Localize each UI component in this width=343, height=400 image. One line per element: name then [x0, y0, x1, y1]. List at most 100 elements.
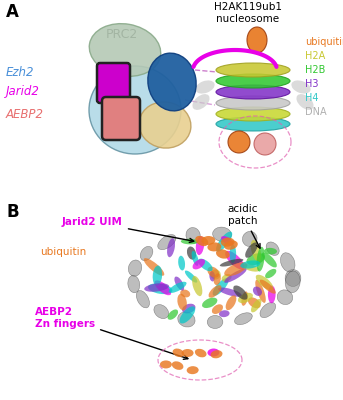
Ellipse shape [148, 53, 196, 111]
Ellipse shape [160, 360, 172, 368]
Ellipse shape [251, 240, 261, 262]
Ellipse shape [212, 304, 223, 314]
Ellipse shape [196, 80, 215, 94]
Ellipse shape [179, 306, 195, 324]
Ellipse shape [154, 304, 169, 318]
Ellipse shape [216, 74, 290, 88]
Ellipse shape [246, 253, 265, 265]
Text: AEBP2: AEBP2 [6, 108, 44, 122]
Ellipse shape [285, 270, 301, 286]
Ellipse shape [264, 248, 277, 254]
Ellipse shape [182, 304, 196, 314]
Ellipse shape [254, 133, 276, 155]
Ellipse shape [192, 276, 202, 296]
Text: A: A [6, 3, 19, 21]
Ellipse shape [185, 270, 197, 283]
Ellipse shape [187, 366, 199, 374]
Ellipse shape [144, 258, 164, 276]
Ellipse shape [233, 286, 248, 300]
Ellipse shape [216, 232, 232, 252]
Text: ubiquitin: ubiquitin [40, 247, 86, 257]
Ellipse shape [228, 131, 250, 153]
Ellipse shape [241, 292, 248, 306]
Text: Jarid2 UIM: Jarid2 UIM [62, 217, 194, 242]
Ellipse shape [202, 298, 217, 308]
Ellipse shape [216, 249, 230, 259]
Ellipse shape [210, 270, 221, 280]
Ellipse shape [139, 102, 191, 148]
Ellipse shape [181, 239, 198, 244]
Ellipse shape [256, 275, 273, 290]
Ellipse shape [240, 260, 260, 269]
Ellipse shape [211, 350, 223, 358]
Ellipse shape [248, 298, 261, 308]
Ellipse shape [238, 293, 253, 303]
Ellipse shape [196, 236, 204, 255]
Ellipse shape [220, 259, 243, 266]
Ellipse shape [216, 96, 290, 110]
Text: DNA: DNA [305, 107, 327, 117]
Ellipse shape [268, 286, 275, 303]
Ellipse shape [187, 246, 196, 260]
Ellipse shape [140, 246, 153, 261]
Text: AEBP2
Zn fingers: AEBP2 Zn fingers [35, 307, 188, 359]
Ellipse shape [247, 27, 267, 53]
Ellipse shape [224, 262, 247, 276]
Ellipse shape [198, 259, 213, 271]
Ellipse shape [257, 247, 264, 272]
Ellipse shape [167, 310, 178, 320]
Ellipse shape [225, 251, 245, 270]
Text: B: B [6, 203, 19, 221]
Ellipse shape [208, 267, 219, 278]
Ellipse shape [277, 290, 293, 304]
Text: acidic
patch: acidic patch [228, 204, 260, 248]
Ellipse shape [89, 24, 161, 76]
Ellipse shape [235, 313, 252, 325]
Ellipse shape [281, 253, 295, 272]
Ellipse shape [209, 271, 215, 282]
Ellipse shape [181, 349, 193, 357]
Ellipse shape [180, 290, 190, 298]
Ellipse shape [285, 271, 300, 293]
Ellipse shape [148, 284, 173, 294]
Ellipse shape [296, 94, 314, 110]
Ellipse shape [260, 302, 276, 318]
Ellipse shape [169, 282, 187, 293]
Ellipse shape [207, 316, 223, 328]
Ellipse shape [192, 251, 199, 266]
Ellipse shape [229, 245, 236, 263]
Text: H2A: H2A [305, 51, 325, 61]
Ellipse shape [251, 299, 261, 312]
Ellipse shape [154, 280, 171, 295]
Text: PRC2: PRC2 [106, 28, 138, 41]
Ellipse shape [192, 259, 205, 269]
Ellipse shape [158, 234, 176, 250]
FancyBboxPatch shape [102, 97, 140, 140]
Text: H4: H4 [305, 93, 319, 103]
Ellipse shape [266, 242, 279, 256]
Ellipse shape [201, 236, 215, 245]
Ellipse shape [253, 286, 262, 296]
Ellipse shape [178, 256, 185, 270]
Text: ubiquitin: ubiquitin [305, 37, 343, 47]
Ellipse shape [255, 280, 266, 303]
Ellipse shape [186, 228, 200, 243]
Ellipse shape [222, 274, 232, 282]
Text: H2AK119ub1
nucleosome: H2AK119ub1 nucleosome [214, 2, 282, 24]
Ellipse shape [216, 107, 290, 121]
Ellipse shape [245, 242, 258, 258]
Ellipse shape [128, 260, 142, 276]
Ellipse shape [226, 295, 236, 310]
Ellipse shape [243, 264, 260, 272]
Ellipse shape [214, 273, 221, 285]
Ellipse shape [221, 238, 235, 247]
Ellipse shape [167, 238, 175, 257]
Ellipse shape [89, 66, 181, 154]
Ellipse shape [172, 361, 184, 370]
Ellipse shape [128, 275, 140, 293]
Ellipse shape [218, 288, 242, 297]
Ellipse shape [208, 348, 220, 356]
Ellipse shape [224, 268, 247, 283]
Ellipse shape [216, 117, 290, 131]
Text: Jarid2: Jarid2 [6, 86, 40, 98]
